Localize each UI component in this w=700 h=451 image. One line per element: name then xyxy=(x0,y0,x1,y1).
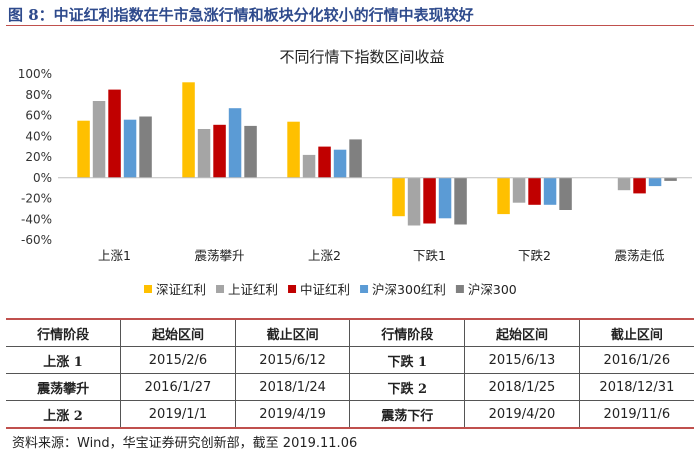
bar xyxy=(139,116,152,178)
bar xyxy=(123,119,137,178)
bar xyxy=(497,177,510,215)
bar xyxy=(648,177,662,187)
y-tick-label: 40% xyxy=(25,129,52,143)
bar xyxy=(333,149,347,178)
y-tick-label: -20% xyxy=(21,192,52,206)
x-tick-label: 上涨2 xyxy=(308,248,341,263)
phase-cell: 震荡攀升 xyxy=(6,373,122,401)
source-note: 资料来源：Wind，华宝证券研究创新部，截至 2019.11.06 xyxy=(12,436,358,451)
y-tick-label: 20% xyxy=(25,150,52,164)
title-divider xyxy=(6,25,694,26)
bar xyxy=(512,177,526,203)
bar xyxy=(92,101,106,178)
legend-swatch xyxy=(360,285,369,293)
bar xyxy=(454,177,467,225)
legend-label: 沪深300 xyxy=(468,282,517,297)
date-cell: 2019/1/1 xyxy=(120,400,236,428)
legend-label: 沪深300红利 xyxy=(372,282,446,297)
bar xyxy=(108,89,121,178)
legend-swatch xyxy=(455,285,464,293)
phase-cell: 震荡下行 xyxy=(349,400,466,428)
table-header-cell: 起始区间 xyxy=(464,319,580,347)
legend-swatch xyxy=(144,285,152,293)
table-header-cell: 起始区间 xyxy=(120,319,236,347)
y-tick-label: 100% xyxy=(18,67,52,81)
date-cell: 2016/1/26 xyxy=(578,346,694,374)
y-tick-label: 0% xyxy=(33,171,52,185)
table-header-row: 行情阶段 起始区间 截止区间 行情阶段 起始区间 截止区间 xyxy=(6,319,694,347)
bar xyxy=(423,177,436,224)
bar xyxy=(559,177,572,210)
bar xyxy=(244,125,257,178)
bar xyxy=(197,129,211,178)
bar xyxy=(438,177,452,219)
bar xyxy=(407,177,421,226)
legend: 深证红利 上证红利 中证红利 沪深300红利 沪深300 xyxy=(144,282,517,297)
bar xyxy=(633,177,646,194)
table-header-cell: 行情阶段 xyxy=(6,319,122,347)
phase-cell: 下跌 2 xyxy=(349,373,466,401)
x-tick-label: 震荡攀升 xyxy=(194,248,244,263)
phase-cell: 上涨 1 xyxy=(6,346,122,374)
date-cell: 2018/1/25 xyxy=(464,373,580,401)
legend-label: 深证红利 xyxy=(156,282,206,297)
y-tick-label: -60% xyxy=(21,233,52,247)
legend-label: 上证红利 xyxy=(228,282,278,297)
bar xyxy=(302,154,316,178)
date-cell: 2015/6/13 xyxy=(464,346,580,374)
table-row: 上涨 1 2015/2/6 2015/6/12 下跌 1 2015/6/13 2016/1… xyxy=(6,346,694,374)
table-row: 震荡攀升 2016/1/27 2018/1/24 下跌 2 2018/1/25 2018/… xyxy=(6,373,694,401)
date-cell: 2015/6/12 xyxy=(234,346,351,374)
y-tick-label: 60% xyxy=(25,109,52,123)
table-header-cell: 行情阶段 xyxy=(349,319,466,347)
legend-swatch xyxy=(216,285,225,293)
y-tick-label: 80% xyxy=(25,88,52,102)
date-cell: 2019/4/19 xyxy=(234,400,351,428)
bar xyxy=(528,177,541,205)
date-cell: 2016/1/27 xyxy=(120,373,236,401)
bar xyxy=(182,82,195,178)
x-axis-labels: 上涨1 震荡攀升 上涨2 下跌1 下跌2 震荡走低 xyxy=(98,248,665,263)
bar xyxy=(77,120,90,178)
date-cell: 2015/2/6 xyxy=(120,346,236,374)
y-tick-label: -40% xyxy=(21,212,52,226)
table-row: 上涨 2 2019/1/1 2019/4/19 震荡下行 2019/4/20 2019/1… xyxy=(6,400,694,428)
bar xyxy=(543,177,557,205)
table-header-cell: 截止区间 xyxy=(234,319,351,347)
phase-cell: 上涨 2 xyxy=(6,400,122,428)
bar xyxy=(664,177,677,181)
bar xyxy=(349,139,362,178)
period-table: 行情阶段 起始区间 截止区间 行情阶段 起始区间 截止区间 上涨 1 2015/2/6 2015… xyxy=(6,318,694,429)
phase-cell: 下跌 1 xyxy=(349,346,466,374)
x-tick-label: 下跌1 xyxy=(413,248,446,263)
legend-swatch xyxy=(288,285,297,293)
y-axis: 100% 80% 60% 40% 20% 0% -20% -40% -60% xyxy=(18,67,52,247)
table-header-cell: 截止区间 xyxy=(578,319,694,347)
bar xyxy=(617,177,631,191)
bar xyxy=(228,108,242,178)
figure-title: 图 8：中证红利指数在牛市急涨行情和板块分化较小的行情中表现较好 xyxy=(8,6,474,24)
bar xyxy=(287,121,300,178)
x-tick-label: 震荡走低 xyxy=(614,248,665,263)
date-cell: 2018/1/24 xyxy=(234,373,351,401)
legend-label: 中证红利 xyxy=(300,282,350,297)
bars xyxy=(77,82,677,226)
bar-chart: 不同行情下指数区间收益 100% 80% 60% 40% 20% 0% -20% -40% -6… xyxy=(18,48,692,297)
x-tick-label: 上涨1 xyxy=(98,248,131,263)
date-cell: 2019/11/6 xyxy=(578,400,694,428)
bar xyxy=(392,177,405,217)
date-cell: 2018/12/31 xyxy=(578,373,694,401)
x-tick-label: 下跌2 xyxy=(518,248,551,263)
chart-title: 不同行情下指数区间收益 xyxy=(279,48,444,66)
bar xyxy=(213,124,226,178)
date-cell: 2019/4/20 xyxy=(464,400,580,428)
bar xyxy=(318,146,331,178)
